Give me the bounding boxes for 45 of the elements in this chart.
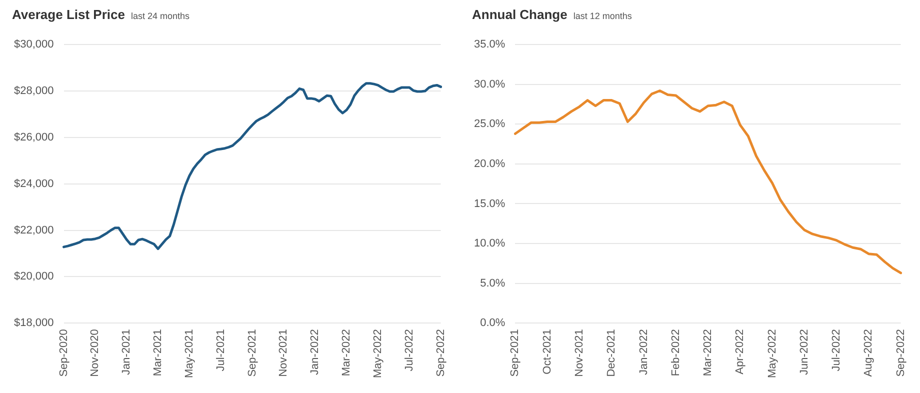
x-tick-label: Feb-2022: [670, 329, 682, 376]
x-tick-label: Mar-2022: [340, 329, 353, 376]
x-tick-label: Sep-2020: [58, 329, 70, 377]
y-tick-label: $22,000: [14, 224, 54, 236]
x-tick-label: Jan-2022: [309, 329, 322, 375]
x-tick-label: Sep-2022: [894, 329, 907, 377]
y-tick-label: 30.0%: [474, 78, 506, 90]
y-tick-label: 5.0%: [480, 277, 506, 290]
chart-subtitle: last 12 months: [573, 11, 632, 21]
y-tick-label: 20.0%: [474, 158, 506, 170]
x-tick-label: Jan-2021: [120, 329, 133, 375]
x-tick-label: Dec-2021: [606, 329, 618, 377]
x-tick-label: Nov-2020: [89, 329, 102, 377]
x-tick-label: Apr-2022: [734, 329, 746, 374]
chart-subtitle: last 24 months: [130, 11, 190, 21]
x-tick-label: Jun-2022: [798, 329, 810, 375]
y-tick-label: $26,000: [14, 131, 54, 144]
x-tick-label: Oct-2021: [541, 329, 554, 374]
chart-title: Average List Price: [12, 7, 125, 22]
y-tick-label: 15.0%: [474, 198, 506, 210]
x-tick-label: May-2022: [372, 329, 384, 378]
y-tick-label: 35.0%: [474, 38, 506, 51]
y-tick-label: 25.0%: [474, 118, 506, 130]
x-tick-label: Jul-2022: [830, 329, 843, 372]
x-tick-label: Nov-2021: [573, 329, 586, 377]
x-tick-label: Jul-2022: [403, 329, 416, 372]
x-tick-label: Jul-2021: [214, 329, 227, 372]
x-tick-label: Mar-2022: [702, 329, 714, 376]
x-tick-label: Mar-2021: [152, 329, 164, 376]
x-tick-label: Jan-2022: [638, 329, 650, 375]
x-tick-label: May-2021: [183, 329, 196, 378]
x-tick-label: Sep-2022: [434, 329, 447, 377]
y-tick-label: $28,000: [14, 85, 54, 98]
x-tick-label: Sep-2021: [246, 329, 258, 377]
x-tick-label: Sep-2021: [509, 329, 522, 377]
y-tick-label: $24,000: [14, 178, 54, 190]
y-tick-label: $20,000: [14, 270, 54, 283]
y-tick-label: $30,000: [14, 38, 54, 51]
chart-title: Annual Change: [472, 7, 568, 22]
y-tick-label: 10.0%: [474, 238, 506, 250]
y-tick-label: $18,000: [14, 317, 54, 330]
x-tick-label: May-2022: [766, 329, 778, 378]
x-tick-label: Nov-2021: [278, 329, 290, 377]
x-tick-label: Aug-2022: [862, 329, 875, 377]
y-tick-label: 0.0%: [480, 317, 506, 330]
